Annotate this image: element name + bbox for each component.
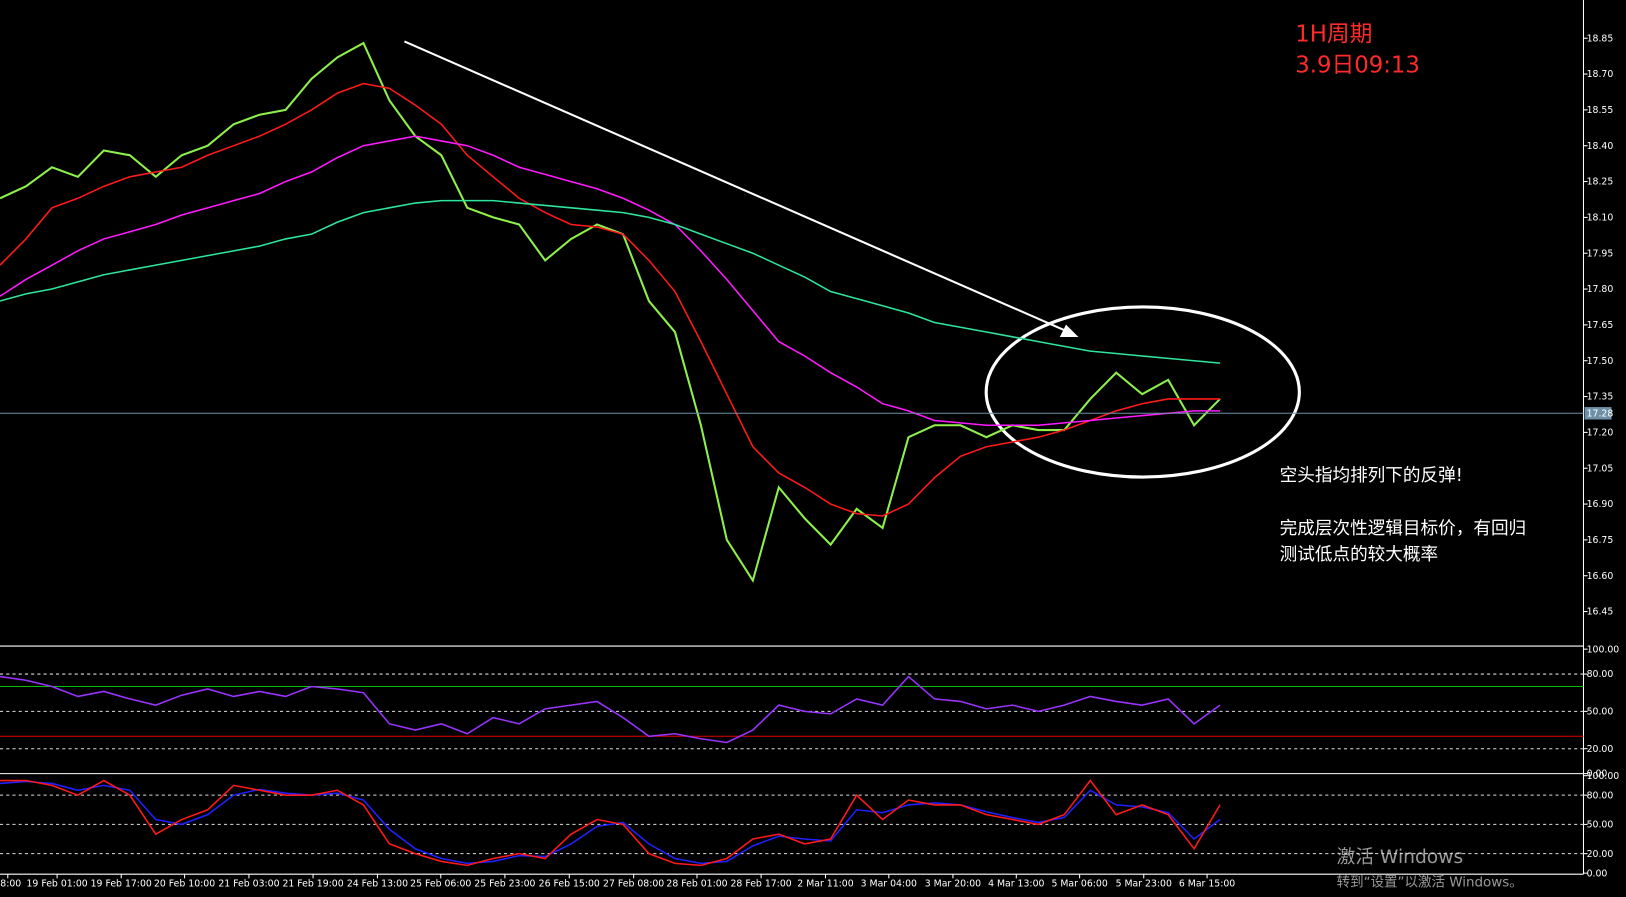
series-line	[0, 199, 1221, 364]
annotation: 空头指均排列下的反弹!	[1280, 466, 1463, 486]
y-tick-label: 50.00	[1587, 706, 1614, 717]
y-tick-label: 18.10	[1587, 213, 1614, 224]
x-tick-label: 6 Mar 15:00	[1179, 879, 1235, 890]
y-tick-label: 16.90	[1587, 499, 1614, 510]
x-tick-label: 24 Feb 13:00	[347, 879, 408, 890]
y-tick-label: 17.20	[1587, 428, 1614, 439]
y-tick-label: 16.45	[1587, 607, 1614, 618]
x-tick-label: 27 Feb 08:00	[603, 879, 664, 890]
y-tick-label: 16.75	[1587, 535, 1614, 546]
x-tick-label: 25 Feb 23:00	[474, 879, 535, 890]
x-tick-label: 3 Mar 04:00	[861, 879, 917, 890]
trend-arrow	[404, 40, 1069, 333]
y-tick-label: 80.00	[1587, 669, 1614, 680]
x-tick-label: 08:00	[0, 879, 21, 890]
y-tick-label: 17.50	[1587, 356, 1614, 367]
annotation: 测试低点的较大概率	[1280, 545, 1438, 565]
y-tick-label: 17.95	[1587, 248, 1614, 259]
series-line	[0, 82, 1221, 517]
y-tick-label: 17.05	[1587, 463, 1614, 474]
y-tick-label: 100.00	[1587, 644, 1620, 655]
y-tick-label: 17.35	[1587, 392, 1614, 403]
series-line	[0, 135, 1221, 427]
annotation: 完成层次性逻辑目标价，有回归	[1280, 519, 1527, 539]
series-line	[0, 780, 1221, 865]
y-tick-label: 50.00	[1587, 820, 1614, 831]
y-tick-label: 80.00	[1587, 790, 1614, 801]
x-tick-label: 3 Mar 20:00	[925, 879, 981, 890]
arrow-head	[1059, 324, 1079, 338]
last-price-box	[1584, 407, 1612, 420]
y-tick-label: 18.85	[1587, 33, 1614, 44]
x-tick-label: 4 Mar 13:00	[988, 879, 1044, 890]
highlight-ellipse	[984, 305, 1301, 479]
y-tick-label: 18.70	[1587, 69, 1614, 80]
x-tick-label: 2 Mar 11:00	[797, 879, 853, 890]
x-tick-label: 21 Feb 03:00	[218, 879, 279, 890]
x-tick-label: 5 Mar 06:00	[1051, 879, 1107, 890]
x-tick-label: 25 Feb 06:00	[410, 879, 471, 890]
y-tick-label: 17.80	[1587, 284, 1614, 295]
y-tick-label: 16.60	[1587, 571, 1614, 582]
x-tick-label: 19 Feb 01:00	[27, 879, 88, 890]
y-tick-label: 18.55	[1587, 105, 1614, 116]
x-tick-label: 28 Feb 01:00	[666, 879, 727, 890]
y-tick-label: 18.40	[1587, 141, 1614, 152]
last-price-label: 17.28	[1587, 408, 1614, 419]
series-line	[0, 675, 1221, 744]
y-tick-label: 18.25	[1587, 177, 1614, 188]
time-label: 3.9日09:13	[1295, 53, 1420, 79]
x-tick-label: 21 Feb 19:00	[282, 879, 343, 890]
period-label: 1H周期	[1295, 21, 1372, 47]
y-tick-label: 0.00	[1587, 769, 1608, 780]
x-tick-label: 19 Feb 17:00	[91, 879, 152, 890]
y-tick-label: 20.00	[1587, 849, 1614, 860]
watermark: 转到“设置”以激活 Windows。	[1337, 875, 1523, 891]
x-tick-label: 5 Mar 23:00	[1116, 879, 1172, 890]
x-tick-label: 28 Feb 17:00	[731, 879, 792, 890]
y-tick-label: 17.65	[1587, 320, 1614, 331]
y-tick-label: 20.00	[1587, 744, 1614, 755]
series-line	[0, 779, 1221, 867]
y-tick-label: 0.00	[1587, 868, 1608, 879]
y-tick-label: 100.00	[1587, 771, 1620, 782]
x-tick-label: 20 Feb 10:00	[154, 879, 215, 890]
series-line	[0, 41, 1221, 584]
watermark: 激活 Windows	[1337, 847, 1464, 868]
x-tick-label: 26 Feb 15:00	[539, 879, 600, 890]
